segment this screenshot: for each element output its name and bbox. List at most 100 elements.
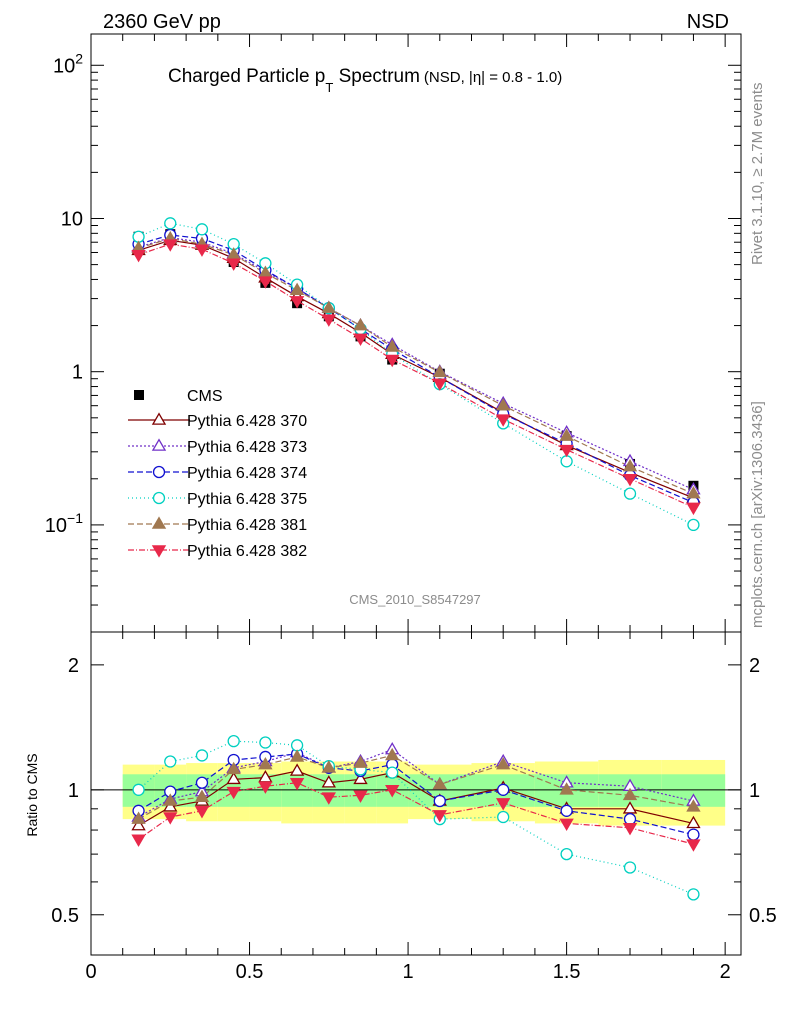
- series-line: [138, 234, 694, 504]
- data-point: [622, 801, 638, 814]
- data-point: [385, 354, 400, 368]
- data-point: [194, 789, 210, 802]
- data-point: [289, 282, 305, 296]
- data-point: [497, 810, 510, 824]
- data-point: [151, 545, 167, 558]
- series-line: [138, 239, 694, 499]
- data-point: [353, 317, 368, 331]
- data-point: [622, 823, 638, 836]
- data-point: [686, 486, 701, 499]
- data-point: [289, 296, 305, 309]
- data-point: [560, 804, 573, 817]
- data-point: [152, 465, 166, 479]
- plot-title: Charged Particle pT Spectrum (NSD, |η| = …: [168, 66, 562, 95]
- ratio-ylabel: Ratio to CMS: [24, 753, 40, 836]
- y-tick-base: 10: [61, 208, 83, 230]
- data-point: [687, 828, 700, 841]
- data-point: [163, 812, 178, 825]
- data-point: [686, 502, 701, 516]
- data-point: [131, 817, 146, 831]
- mcplots-label: mcplots.cern.ch [arXiv:1306.3436]: [749, 401, 766, 628]
- legend-label: Pythia 6.428 375: [187, 491, 307, 508]
- data-point: [496, 414, 511, 427]
- data-point: [386, 766, 399, 779]
- data-point: [353, 755, 368, 768]
- x-tick-label: 0.5: [236, 961, 264, 983]
- data-point: [432, 810, 447, 823]
- ratio-tick-label-left: 1: [68, 780, 79, 802]
- y-tick-label-main: 10: [61, 208, 83, 230]
- data-point: [194, 244, 210, 257]
- data-point: [560, 847, 573, 861]
- data-point: [432, 378, 447, 391]
- x-tick-label: 1.5: [553, 961, 581, 983]
- data-point: [497, 783, 510, 796]
- series-line: [138, 237, 694, 495]
- data-point: [321, 760, 336, 773]
- ratio-series-line: [138, 753, 694, 836]
- data-point: [686, 799, 701, 812]
- analysis-id: CMS_2010_S8547297: [349, 592, 481, 607]
- data-point: [164, 755, 177, 768]
- header-right: NSD: [687, 11, 729, 33]
- data-point: [496, 798, 511, 811]
- data-point: [687, 518, 700, 532]
- data-point: [258, 781, 273, 794]
- data-point: [353, 333, 368, 346]
- data-point: [131, 249, 146, 263]
- ratio-tick-label-right: 2: [749, 655, 760, 677]
- ratio-tick-label-left: 2: [68, 655, 79, 677]
- data-point: [353, 790, 368, 803]
- data-point: [226, 258, 241, 271]
- x-tick-label: 1: [403, 961, 414, 983]
- data-point: [194, 806, 210, 819]
- y-tick-label-main: 1: [72, 362, 83, 384]
- data-point: [164, 217, 177, 230]
- data-point: [686, 815, 701, 829]
- data-point: [622, 474, 638, 487]
- y-tick-base: 10: [45, 515, 67, 537]
- ratio-tick-label-left: 0.5: [51, 905, 79, 927]
- data-point: [559, 444, 574, 458]
- data-point: [131, 811, 146, 824]
- data-point: [353, 771, 368, 785]
- data-point: [623, 487, 637, 500]
- ratio-tick-label-right: 1: [749, 780, 760, 802]
- data-point: [226, 786, 241, 800]
- legend-label: Pythia 6.428 381: [187, 517, 307, 534]
- series-line: [138, 243, 694, 508]
- legend: CMS Pythia 6.428 370 Pythia 6.428 373 Pythi…: [128, 388, 307, 560]
- data-point: [195, 749, 209, 762]
- data-point: [195, 223, 209, 236]
- data-point: [151, 438, 167, 451]
- data-point: [433, 794, 446, 808]
- data-point: [163, 793, 178, 806]
- title-cut-eta: η: [473, 69, 481, 86]
- legend-label: CMS: [187, 388, 223, 405]
- y-tick-label-main: 102: [53, 50, 83, 77]
- data-point: [559, 428, 574, 441]
- data-point: [496, 398, 511, 411]
- data-point: [132, 783, 145, 796]
- legend-label: Pythia 6.428 374: [187, 465, 307, 482]
- ratio-panel-border: [90, 631, 742, 956]
- data-point: [622, 787, 638, 801]
- data-point: [560, 455, 573, 468]
- data-point: [289, 749, 305, 762]
- y-tick-exponent: −1: [67, 510, 83, 526]
- title-main: Charged Particle p: [168, 66, 325, 87]
- title-sub-t: T: [325, 80, 333, 95]
- data-point: [623, 861, 637, 874]
- series-line: [138, 237, 694, 491]
- header-left: 2360 GeV pp: [103, 11, 221, 33]
- data-point: [385, 785, 400, 798]
- data-point: [134, 390, 144, 400]
- data-point: [321, 314, 336, 327]
- y-tick-base: 10: [53, 55, 75, 77]
- data-point: [151, 412, 167, 425]
- data-point: [623, 812, 637, 826]
- data-point: [432, 776, 447, 790]
- ratio-tick-label-right: 0.5: [749, 905, 777, 927]
